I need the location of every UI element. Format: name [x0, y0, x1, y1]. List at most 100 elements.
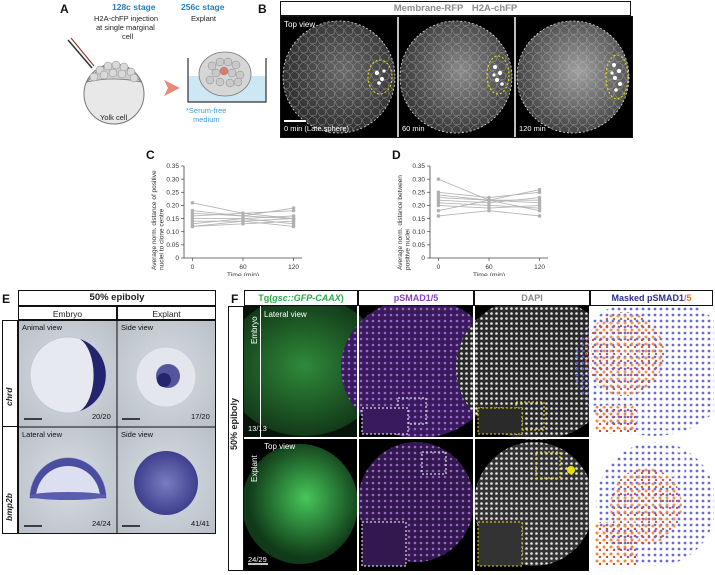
data-point: [537, 201, 542, 205]
y-tick-label: 0.15: [412, 216, 425, 223]
panel-c-label: C: [146, 148, 155, 162]
f-explant-gfp: [244, 439, 358, 571]
f-embryo-dapi: [456, 306, 616, 440]
data-point: [487, 201, 491, 205]
f-col-psmad: pSMAD1/5: [358, 290, 474, 306]
data-point: [291, 208, 296, 213]
e-col-embryo: Embryo: [18, 306, 117, 320]
chart-c-ylabel: Average norm. distance of positivenuclei…: [151, 170, 166, 270]
x-tick-label: 120: [288, 264, 299, 271]
data-point: [190, 214, 195, 218]
f-col-gsc-italic: gsc::GFP-CAAX: [272, 293, 341, 303]
y-tick-label: 0.25: [166, 189, 179, 196]
data-point: [537, 190, 542, 195]
data-point: [436, 177, 441, 181]
x-tick-label: 60: [239, 264, 247, 271]
chart-d: Average norm. distance betweenpositive n…: [397, 163, 548, 276]
f-explant-dapi: [474, 442, 594, 567]
stage1-line1: H2A-chFP injection: [94, 14, 159, 23]
f-count-embryo: 13/13: [248, 424, 267, 433]
x-tick-label: 0: [437, 264, 441, 271]
data-point: [291, 222, 296, 226]
e-count-2: 17/20: [191, 412, 210, 421]
e-col-explant: Explant: [117, 306, 216, 320]
x-tick-label: 60: [485, 264, 493, 271]
data-point: [537, 214, 542, 218]
stage1-title: 128c stage: [112, 2, 156, 12]
f-images: [244, 306, 714, 571]
f-col-masked-c: /5: [684, 293, 692, 303]
data-point: [436, 198, 441, 202]
data-point: [190, 222, 195, 226]
medium-line1: *Serum-free: [186, 106, 227, 115]
h2a-chfp-label: H2A-chFP: [471, 3, 518, 14]
y-tick-label: 0.30: [166, 176, 179, 183]
data-point: [537, 206, 542, 210]
y-tick-label: 0.30: [412, 176, 425, 183]
y-tick-label: 0: [421, 255, 425, 262]
f-col-gsc: Tg(gsc::GFP-CAAX): [244, 290, 358, 306]
e-row-chrd: chrd: [4, 387, 14, 406]
y-tick-label: 0.35: [412, 163, 425, 170]
x-tick-label: 0: [191, 264, 195, 271]
b-time-120: 120 min: [519, 124, 546, 133]
panel-b-micrographs: [282, 17, 630, 137]
data-point: [190, 208, 195, 213]
data-point: [436, 203, 441, 208]
yolk-label: Yolk cell: [100, 113, 128, 122]
f-view-lateral: Lateral view: [264, 310, 307, 319]
data-point: [537, 198, 542, 202]
b-scale-bar: [284, 120, 306, 122]
data-point: [487, 195, 491, 200]
frame-0min: [282, 20, 396, 134]
panel-b-images: Top view 0 min (Late sphere) 60 min 120 …: [280, 16, 633, 138]
f-embryo-psmad: [341, 306, 497, 438]
f-col-dapi: DAPI: [474, 290, 590, 306]
f-col-gsc-suffix: ): [340, 293, 344, 303]
x-axis-label: Time (min): [473, 272, 505, 276]
bmp2b-embryo-image: [29, 457, 107, 500]
f-view-top: Top view: [264, 442, 296, 451]
f-col-masked-a: Masked: [611, 293, 647, 303]
stage2-title: 256c stage: [181, 2, 225, 12]
f-embryo-masked: [574, 306, 714, 437]
chart-d-plot: 0 0.05 0.10 0.15 0.20 0.25 0.30 0.35 0 60 120 Time …: [412, 163, 548, 276]
data-point: [241, 222, 245, 226]
data-point: [190, 219, 195, 223]
data-point: [436, 208, 441, 213]
data-point: [537, 208, 542, 213]
stage1-line2: at single marginal: [96, 23, 155, 32]
e-view-side-1: Side view: [121, 323, 154, 332]
f-count-explant: 24/29: [248, 555, 267, 564]
e-images: [18, 320, 216, 534]
data-point: [487, 203, 491, 208]
y-tick-label: 0.20: [412, 203, 425, 210]
chart-d-ylabel: Average norm. distance betweenpositive n…: [397, 175, 412, 270]
bmp2b-explant-image: [134, 451, 198, 515]
membrane-rfp-label: Membrane-RFP: [393, 3, 464, 14]
e-view-animal: Animal view: [22, 323, 63, 332]
y-tick-label: 0.20: [166, 203, 179, 210]
chart-c-plot: 0 0.05 0.10 0.15 0.20 0.25 0.30 0.35 0 60 120 Time …: [166, 163, 302, 276]
f-explant-psmad: [358, 442, 474, 567]
f-side-label-box: [228, 306, 244, 571]
frame-120min: [516, 20, 630, 134]
medium-line2: medium: [193, 115, 220, 124]
panel-a-label: A: [60, 2, 69, 16]
x-axis-label: Time (min): [227, 272, 259, 276]
data-point: [487, 208, 491, 213]
f-row-explant: Explant: [250, 455, 259, 482]
f-row-embryo: Embryo: [250, 316, 259, 344]
f-col-masked-b: pSMAD1: [647, 293, 685, 303]
data-point: [241, 211, 245, 216]
y-tick-label: 0.10: [412, 229, 425, 236]
y-tick-label: 0.15: [166, 216, 179, 223]
stage1-line3: cell: [122, 32, 134, 41]
panel-a-schematic: [67, 37, 267, 125]
f-col-gsc-prefix: Tg(: [258, 293, 273, 303]
data-point: [190, 211, 195, 216]
f-explant-masked: [590, 439, 714, 571]
y-tick-label: 0.05: [412, 242, 425, 249]
data-point: [436, 195, 441, 200]
panel-b-label: B: [258, 2, 267, 16]
